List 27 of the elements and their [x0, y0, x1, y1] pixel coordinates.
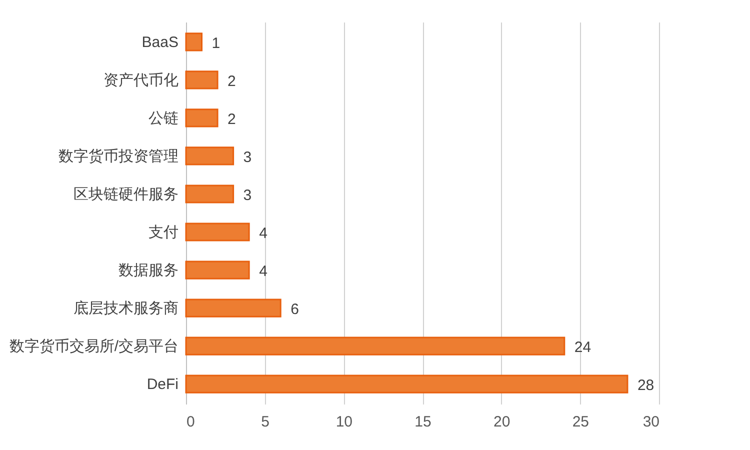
x-tick-label: 5	[261, 414, 270, 430]
data-label: 3	[243, 148, 252, 166]
x-tick-label: 20	[493, 414, 510, 430]
y-tick-label: 数字货币交易所/交易平台	[9, 338, 178, 356]
x-tick-label: 15	[414, 414, 432, 430]
x-tick-label: 30	[642, 414, 660, 430]
y-tick-label: 数字货币投资管理	[58, 148, 178, 165]
y-tick-label: 数据服务	[118, 262, 178, 280]
y-tick-label: 支付	[148, 224, 178, 242]
y-tick-label: 资产代币化	[104, 72, 178, 89]
data-label: 6	[290, 301, 299, 318]
data-label: 1	[212, 34, 220, 52]
x-tick-label: 10	[336, 414, 353, 430]
data-label: 3	[243, 186, 252, 204]
data-label: 2	[228, 72, 236, 90]
data-label: 4	[259, 225, 268, 242]
y-tick-label: DeFi	[146, 376, 178, 394]
x-tick-label: 25	[572, 414, 590, 430]
y-tick-label: BaaS	[142, 34, 178, 51]
y-tick-label: 区块链硬件服务	[74, 186, 178, 203]
x-tick-label: 0	[186, 414, 195, 430]
y-tick-label: 公链	[148, 110, 178, 127]
data-label: 4	[259, 263, 268, 280]
data-label: 28	[637, 377, 654, 394]
data-label: 24	[574, 339, 592, 356]
y-tick-label: 底层技术服务商	[74, 300, 178, 318]
data-label: 2	[228, 110, 236, 128]
